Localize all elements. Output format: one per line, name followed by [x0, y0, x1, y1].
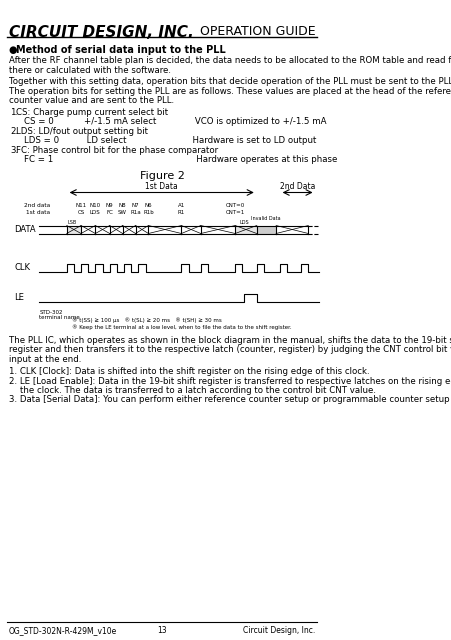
- Text: 1. CLK [Clock]: Data is shifted into the shift register on the rising edge of th: 1. CLK [Clock]: Data is shifted into the…: [9, 367, 368, 376]
- Text: OPERATION GUIDE: OPERATION GUIDE: [199, 25, 315, 38]
- Text: 1st Data: 1st Data: [145, 182, 178, 191]
- Text: 3.: 3.: [10, 145, 18, 154]
- Text: N10: N10: [90, 202, 101, 207]
- Text: A1: A1: [177, 202, 184, 207]
- Text: CS: CS: [77, 209, 84, 214]
- Text: CNT=0: CNT=0: [225, 202, 244, 207]
- Text: 13: 13: [157, 626, 166, 635]
- Text: N7: N7: [131, 202, 139, 207]
- Text: R1b: R1b: [143, 209, 153, 214]
- Text: there or calculated with the software.: there or calculated with the software.: [9, 65, 170, 74]
- Text: ® Keep the LE terminal at a low level, when to file the data to the shift regist: ® Keep the LE terminal at a low level, w…: [72, 324, 291, 330]
- Text: N6: N6: [144, 202, 152, 207]
- Text: N8: N8: [119, 202, 126, 207]
- Text: LSB: LSB: [68, 220, 77, 225]
- Text: STD-302
terminal name: STD-302 terminal name: [39, 310, 80, 320]
- Text: 2nd data: 2nd data: [24, 202, 50, 207]
- Text: Method of serial data input to the PLL: Method of serial data input to the PLL: [16, 45, 225, 55]
- Text: 2. LE [Load Enable]: Data in the 19-bit shift register is transferred to respect: 2. LE [Load Enable]: Data in the 19-bit …: [9, 376, 451, 385]
- Text: OG_STD-302N-R-429M_v10e: OG_STD-302N-R-429M_v10e: [9, 626, 117, 635]
- Text: the clock. The data is transferred to a latch according to the control bit CNT v: the clock. The data is transferred to a …: [9, 386, 375, 395]
- Bar: [235, 225, 256, 234]
- Text: 1st data: 1st data: [26, 209, 50, 214]
- Text: input at the end.: input at the end.: [9, 355, 81, 364]
- Text: FC: FC: [106, 209, 113, 214]
- Text: CNT=1: CNT=1: [225, 209, 244, 214]
- Text: register and then transfers it to the respective latch (counter, register) by ju: register and then transfers it to the re…: [9, 345, 451, 354]
- Text: CS: Charge pump current select bit: CS: Charge pump current select bit: [16, 108, 167, 116]
- Bar: [67, 225, 81, 234]
- Text: After the RF channel table plan is decided, the data needs to be allocated to th: After the RF channel table plan is decid…: [9, 56, 451, 65]
- Bar: [256, 225, 276, 234]
- Text: LDS: LD/fout output setting bit: LDS: LD/fout output setting bit: [16, 127, 147, 136]
- Text: ●: ●: [9, 45, 17, 55]
- Text: SW: SW: [118, 209, 127, 214]
- Text: Figure 2: Figure 2: [139, 170, 184, 180]
- Text: 2nd Data: 2nd Data: [279, 182, 315, 191]
- Text: counter value and are sent to the PLL.: counter value and are sent to the PLL.: [9, 96, 173, 105]
- Text: The operation bits for setting the PLL are as follows. These values are placed a: The operation bits for setting the PLL a…: [9, 86, 451, 95]
- Text: R1a: R1a: [130, 209, 141, 214]
- Text: LDS: LDS: [239, 220, 249, 225]
- Text: LE: LE: [14, 293, 24, 302]
- Text: Circuit Design, Inc.: Circuit Design, Inc.: [243, 626, 315, 635]
- Text: 2.: 2.: [10, 127, 18, 136]
- Text: ® t(SS) ≥ 100 μs   ® t(SL) ≥ 20 ms   ® t(SH) ≥ 30 ms: ® t(SS) ≥ 100 μs ® t(SL) ≥ 20 ms ® t(SH)…: [72, 317, 221, 323]
- Text: DATA: DATA: [14, 225, 36, 234]
- Text: CIRCUIT DESIGN, INC.: CIRCUIT DESIGN, INC.: [9, 25, 193, 40]
- Text: Invalid Data: Invalid Data: [250, 216, 280, 221]
- Text: FC = 1                                                    Hardware operates at t: FC = 1 Hardware operates at t: [24, 155, 337, 164]
- Text: CLK: CLK: [14, 263, 30, 272]
- Text: Together with this setting data, operation bits that decide operation of the PLL: Together with this setting data, operati…: [9, 77, 451, 86]
- Text: N11: N11: [75, 202, 87, 207]
- Text: LDS = 0          LD select                        Hardware is set to LD output: LDS = 0 LD select Hardware is set to LD …: [24, 136, 316, 145]
- Text: LDS: LDS: [90, 209, 101, 214]
- Text: R1: R1: [177, 209, 184, 214]
- Text: The PLL IC, which operates as shown in the block diagram in the manual, shifts t: The PLL IC, which operates as shown in t…: [9, 335, 451, 344]
- Text: CS = 0           +/-1.5 mA select              VCO is optimized to +/-1.5 mA: CS = 0 +/-1.5 mA select VCO is optimized…: [24, 117, 326, 126]
- Text: FC: Phase control bit for the phase comparator: FC: Phase control bit for the phase comp…: [16, 145, 217, 154]
- Text: 3. Data [Serial Data]: You can perform either reference counter setup or program: 3. Data [Serial Data]: You can perform e…: [9, 396, 451, 404]
- Text: N9: N9: [106, 202, 113, 207]
- Text: 1.: 1.: [10, 108, 18, 116]
